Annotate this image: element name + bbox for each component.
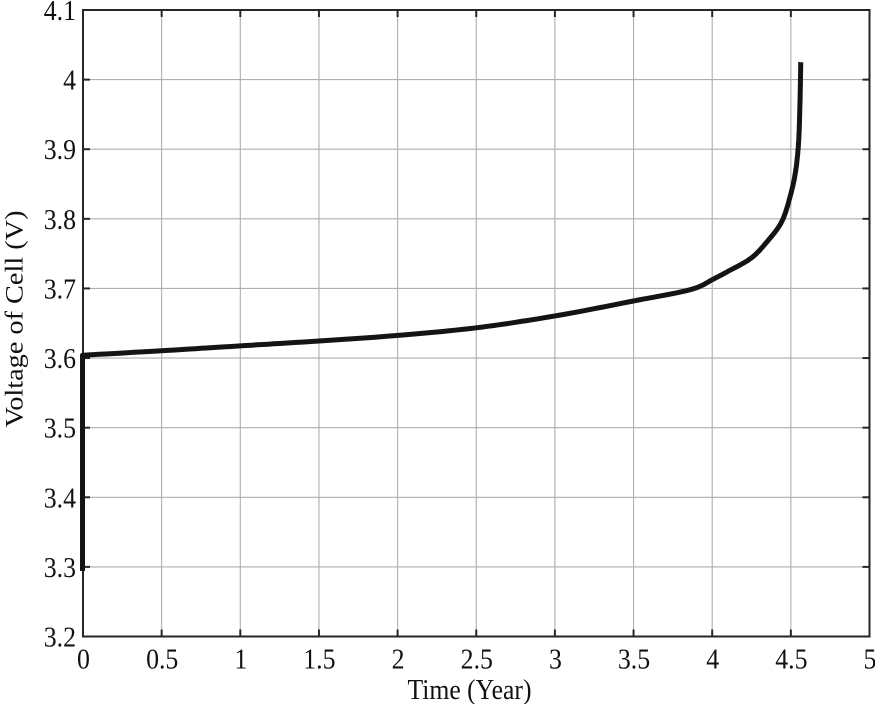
- svg-text:2.5: 2.5: [461, 643, 493, 675]
- svg-text:0: 0: [77, 643, 90, 675]
- svg-text:4.1: 4.1: [44, 0, 76, 26]
- svg-text:3.5: 3.5: [618, 643, 650, 675]
- svg-text:3.7: 3.7: [44, 273, 76, 305]
- svg-text:3.3: 3.3: [44, 552, 76, 584]
- svg-text:1.5: 1.5: [303, 643, 335, 675]
- svg-text:1: 1: [234, 643, 247, 675]
- svg-text:3.9: 3.9: [44, 134, 76, 166]
- svg-text:3.4: 3.4: [44, 482, 77, 514]
- svg-text:3.8: 3.8: [44, 203, 76, 235]
- svg-text:3: 3: [549, 643, 562, 675]
- svg-text:3.5: 3.5: [44, 412, 76, 444]
- svg-text:Time (Year): Time (Year): [408, 674, 532, 704]
- svg-text:2: 2: [392, 643, 405, 675]
- svg-text:0.5: 0.5: [146, 643, 178, 675]
- svg-text:5: 5: [864, 643, 875, 675]
- svg-text:Voltage of Cell (V): Voltage of Cell (V): [0, 211, 28, 428]
- svg-text:4: 4: [63, 64, 76, 96]
- svg-text:4: 4: [706, 643, 719, 675]
- svg-text:3.2: 3.2: [44, 621, 76, 653]
- svg-text:3.6: 3.6: [44, 343, 76, 375]
- svg-text:4.5: 4.5: [775, 643, 807, 675]
